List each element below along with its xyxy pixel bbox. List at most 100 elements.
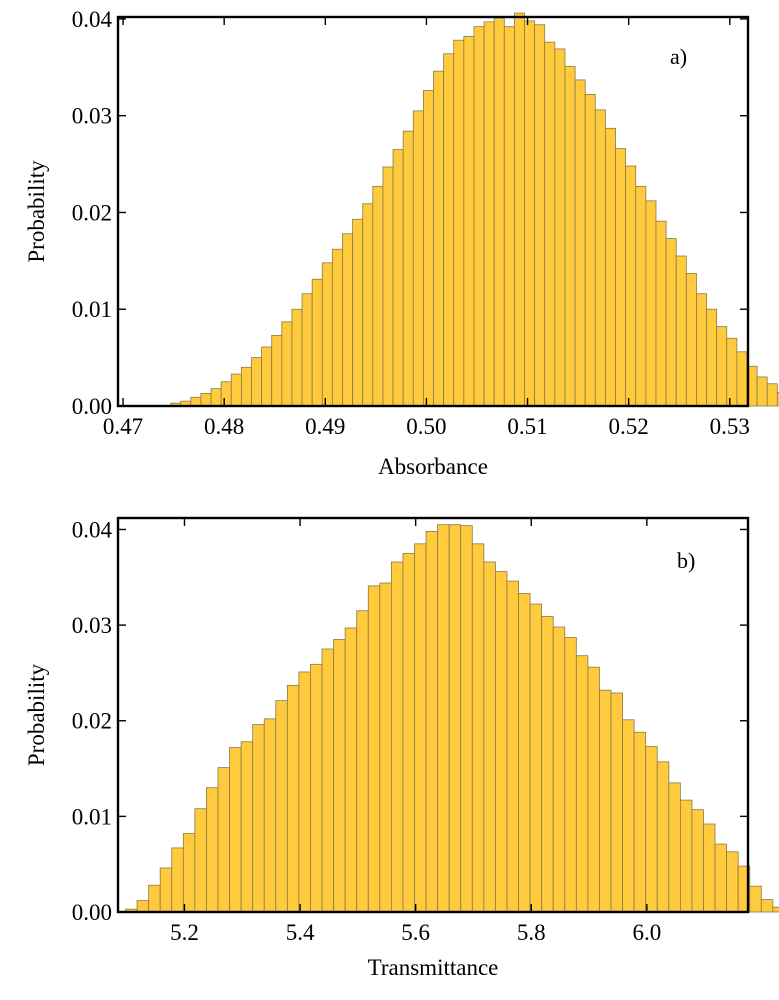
histogram-bar	[321, 262, 333, 407]
histogram-bar	[599, 689, 612, 913]
histogram-bar	[352, 218, 364, 407]
histogram-bar	[716, 326, 728, 407]
histogram-bar	[159, 867, 173, 913]
y-tick-label: 0.01	[72, 804, 112, 829]
histogram-bar	[564, 637, 577, 913]
histogram-bar	[437, 524, 450, 913]
histogram-bar	[622, 719, 635, 913]
histogram-bar	[696, 293, 707, 407]
histogram-bar	[726, 337, 738, 407]
histogram-bar	[362, 203, 374, 407]
histogram-bar	[342, 233, 354, 407]
histogram-bar	[275, 700, 288, 913]
histogram-bar	[656, 761, 670, 913]
histogram-bar	[483, 21, 495, 407]
histogram-bar	[506, 580, 519, 913]
histogram-bar	[665, 238, 677, 407]
histogram-bar	[503, 26, 515, 407]
histogram-bar	[333, 639, 346, 913]
histogram-bar	[271, 334, 283, 407]
histogram-bar	[691, 809, 704, 913]
histogram-bar	[554, 48, 566, 407]
histogram-bar	[414, 543, 427, 913]
histogram-bar	[706, 308, 718, 407]
histogram-bar	[372, 185, 384, 407]
x-tick-label: 0.50	[406, 414, 446, 439]
histogram-bar	[584, 94, 596, 407]
histogram-bar	[714, 843, 728, 913]
ticks-b: 5.2 5.4 5.6 5.8 6.0 0.00 0.01 0.02 0.03 0.04	[72, 517, 748, 945]
histogram-bar	[321, 648, 334, 913]
histogram-bar	[453, 39, 465, 407]
histogram-bar	[240, 741, 254, 913]
histogram-bar	[182, 833, 196, 913]
histogram-bar	[311, 278, 323, 407]
y-tick-label: 0.04	[72, 517, 113, 542]
histogram-bar	[524, 20, 536, 407]
histogram-bar	[229, 747, 242, 913]
histogram-bar	[251, 357, 262, 407]
histogram-bar	[668, 782, 681, 913]
histogram-bar	[772, 906, 779, 913]
histogram-bar	[756, 376, 768, 407]
histogram-bar	[635, 185, 647, 407]
histogram-bar	[367, 585, 381, 913]
x-tick-label: 0.53	[710, 414, 750, 439]
y-axis-label-a: Probability	[24, 160, 49, 263]
y-tick-label: 0.01	[72, 297, 112, 322]
histogram-bar	[433, 70, 445, 407]
histogram-bar	[605, 127, 616, 407]
histogram-bar	[471, 543, 485, 913]
y-tick-label: 0.02	[72, 709, 112, 734]
histogram-bar	[281, 321, 293, 407]
histogram-bar	[217, 767, 230, 913]
panel-label-b: b)	[677, 548, 695, 573]
histogram-bar	[298, 671, 311, 913]
histogram-bar	[655, 220, 667, 407]
histogram-bar	[206, 787, 219, 913]
histogram-bar	[194, 808, 207, 913]
histogram-bar	[448, 524, 462, 913]
histogram-bar	[220, 381, 232, 407]
histogram-bar	[610, 692, 623, 913]
histogram-bar	[529, 603, 543, 913]
histogram-bar	[379, 582, 392, 913]
histogram-bar	[625, 165, 637, 407]
y-tick-label: 0.02	[72, 200, 112, 225]
histogram-bar	[483, 561, 496, 913]
histogram-bar	[171, 847, 184, 913]
histogram-bar	[574, 79, 586, 407]
plot-frame-b	[116, 516, 750, 914]
histogram-bar	[544, 41, 556, 407]
x-axis-label-a: Absorbance	[378, 454, 488, 479]
histogram-bar	[263, 718, 277, 913]
histogram-bar	[766, 383, 778, 407]
y-tick-label: 0.04	[72, 7, 113, 32]
histogram-bar	[402, 552, 415, 913]
x-tick-label: 5.2	[170, 920, 199, 945]
histogram-bar	[344, 627, 358, 913]
y-tick-label: 0.03	[72, 104, 112, 129]
histogram-bar	[356, 610, 369, 913]
histogram-bar	[331, 248, 343, 407]
histogram-bar	[495, 571, 508, 913]
histogram-bar	[685, 273, 697, 407]
histogram-bar	[460, 525, 473, 913]
y-axis-label-b: Probability	[24, 663, 49, 766]
y-tick-label: 0.00	[72, 394, 112, 419]
histogram-bar	[301, 293, 313, 407]
histogram-bar	[190, 396, 202, 407]
histogram-bar	[136, 900, 150, 913]
histogram-bar	[291, 308, 303, 407]
histogram-bar	[392, 149, 404, 407]
ticks-a: 0.47 0.48 0.49 0.50 0.51 0.52 0.53 0.00 0.01 0.02…	[72, 7, 750, 439]
histogram-bar	[261, 346, 273, 407]
x-tick-label: 0.52	[609, 414, 649, 439]
histogram-bar	[425, 530, 439, 913]
chart-panel-b: 5.2 5.4 5.6 5.8 6.0 0.00 0.01 0.02 0.03 0.04 b) T…	[24, 516, 779, 980]
histogram-bar	[148, 884, 161, 913]
histogram-bar	[541, 616, 554, 913]
histogram-bar	[552, 626, 566, 913]
histogram-bar	[760, 899, 774, 913]
